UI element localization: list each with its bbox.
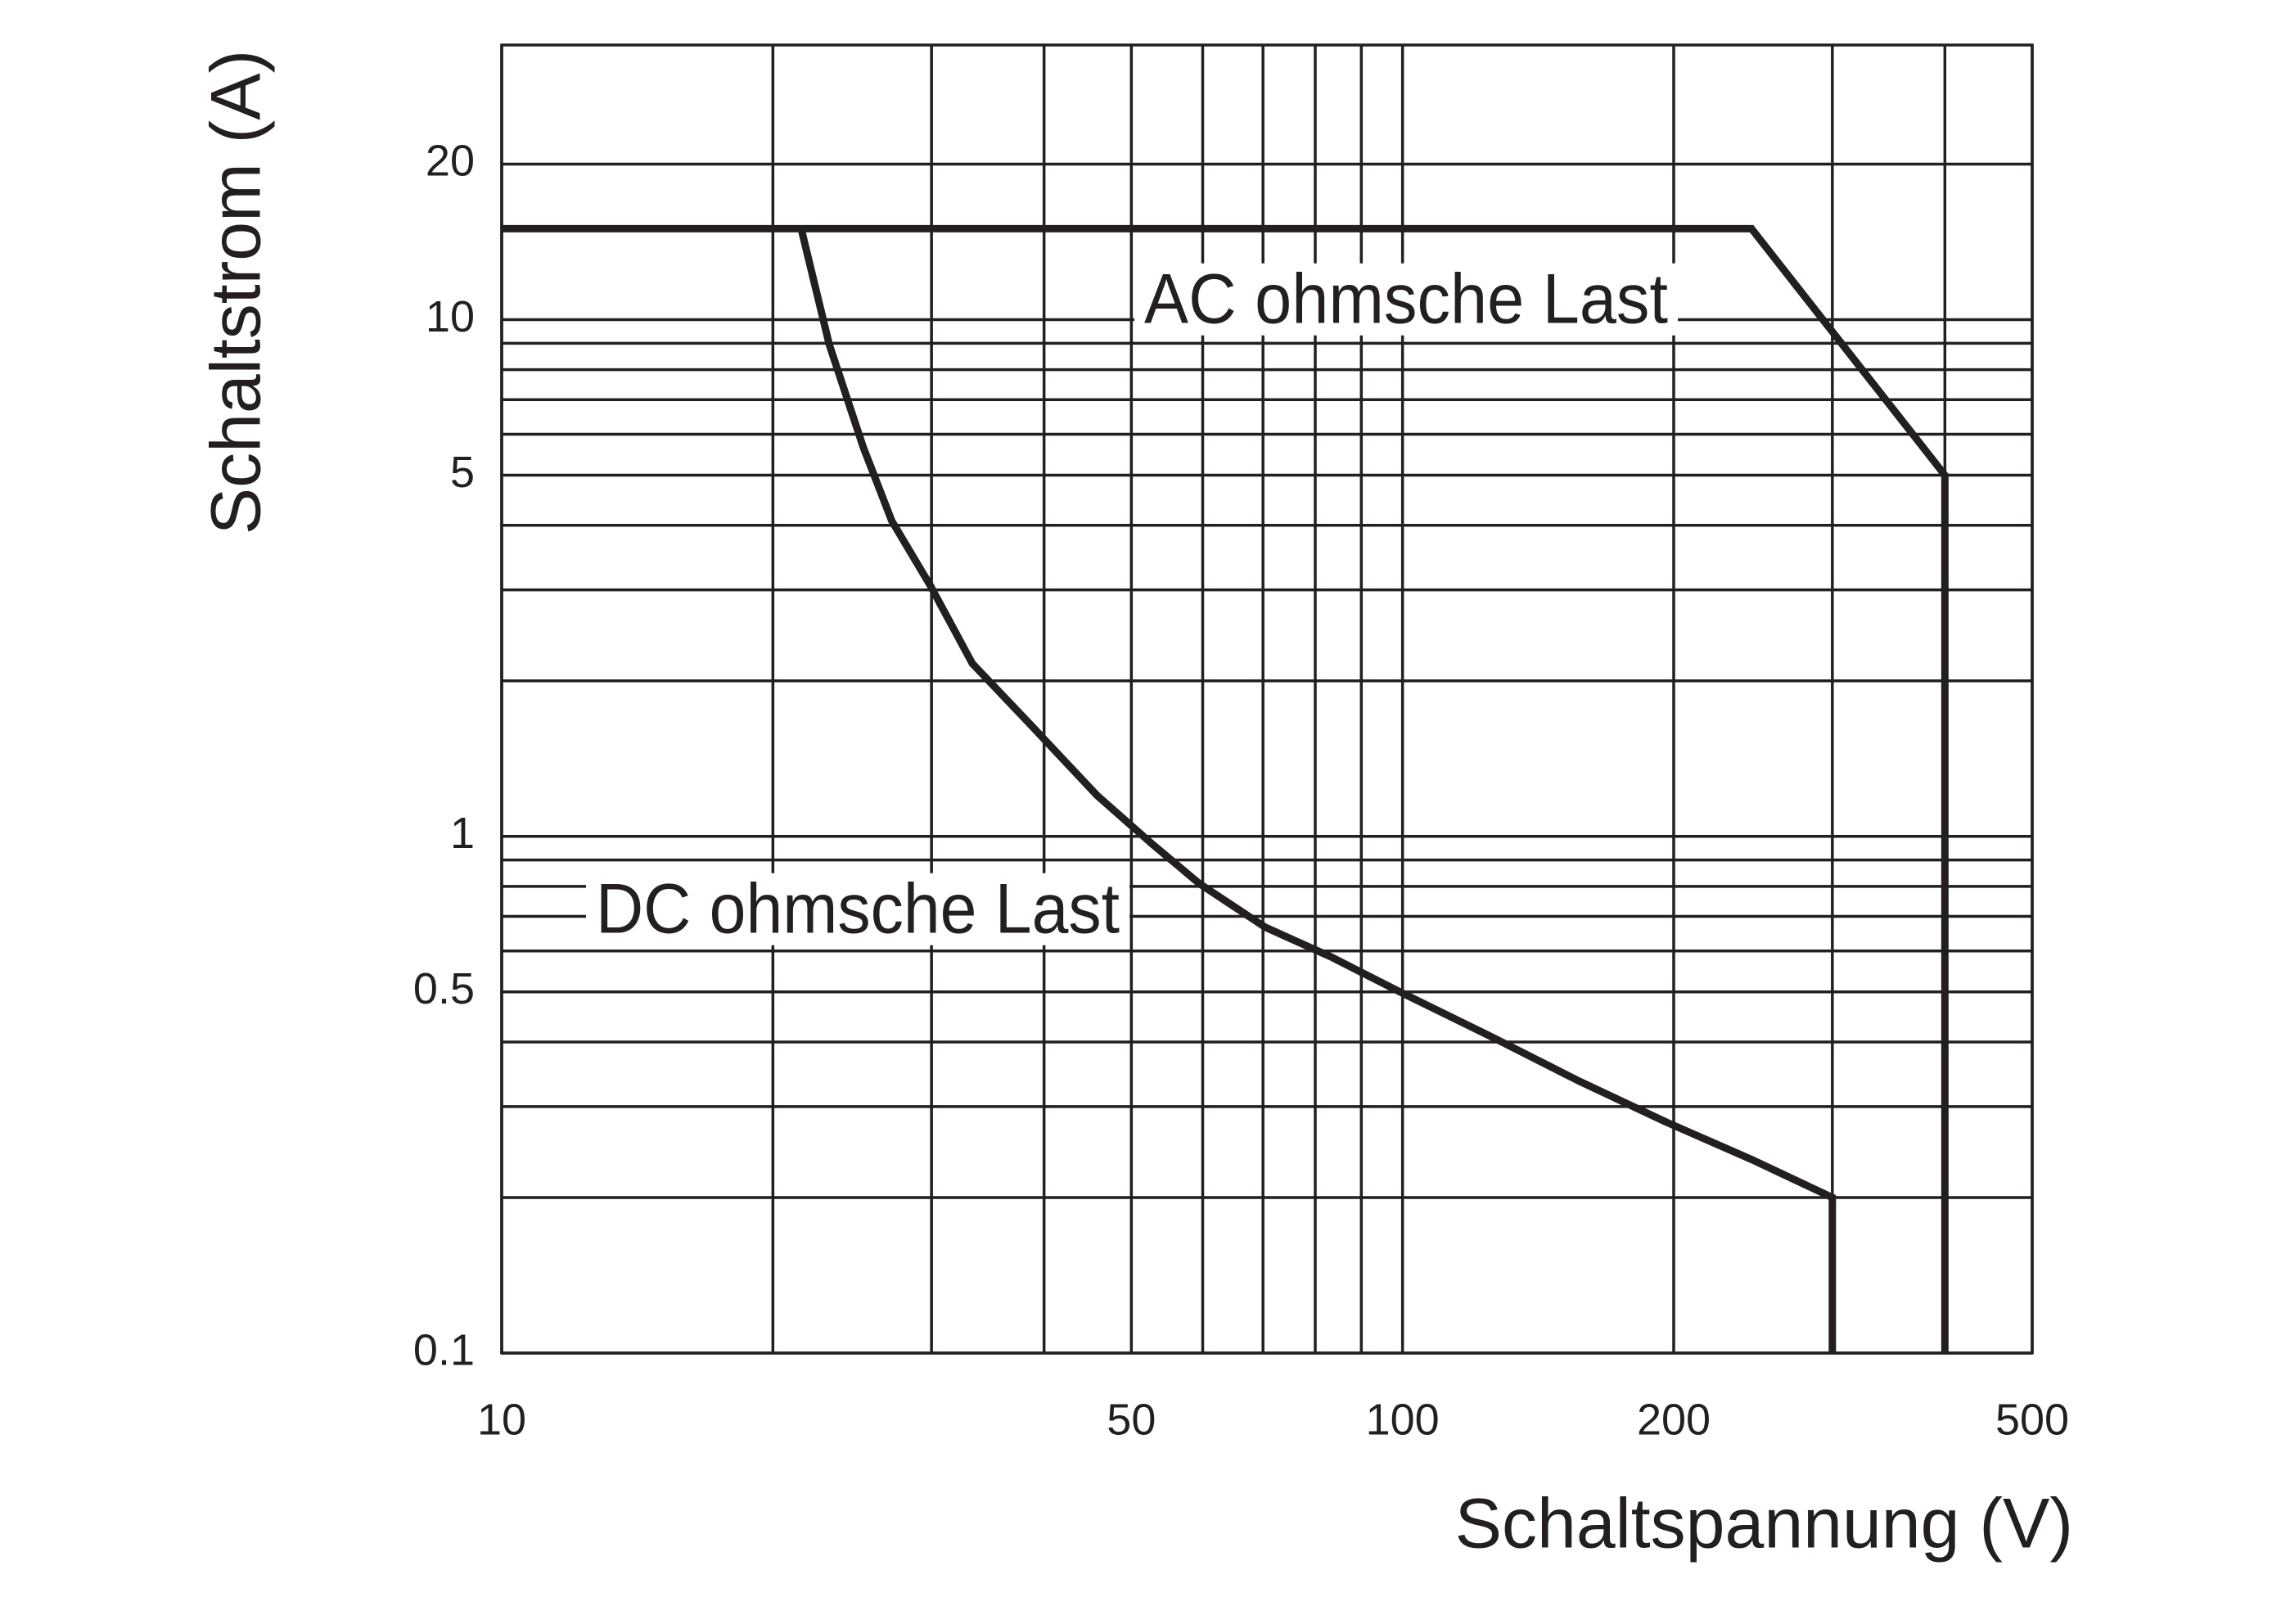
plot-frame	[500, 43, 2034, 1355]
x-tick-label: 200	[1637, 1395, 1711, 1444]
series-label-bg	[586, 873, 1130, 945]
y-tick-label: 20	[426, 137, 475, 186]
series-line	[797, 228, 1837, 1353]
y-tick-label: 0.5	[413, 964, 475, 1013]
series-label: AC ohmsche Last	[1144, 260, 1668, 339]
series-label: DC ohmsche Last	[596, 870, 1120, 949]
y-tick-label: 0.1	[413, 1325, 475, 1374]
x-tick-label: 50	[1107, 1395, 1156, 1444]
series-label-bg	[1134, 263, 1679, 336]
x-tick-label: 10	[477, 1395, 526, 1444]
y-axis-title: Schaltstrom (A)	[197, 50, 276, 535]
x-tick-label: 500	[1995, 1395, 2069, 1444]
y-tick-label: 5	[450, 448, 475, 497]
y-tick-label: 10	[426, 292, 475, 341]
x-axis-title: Schaltspannung (V)	[1455, 1485, 2073, 1563]
x-tick-label: 100	[1366, 1395, 1440, 1444]
y-tick-label: 1	[450, 809, 475, 858]
series-line	[502, 224, 1949, 1353]
